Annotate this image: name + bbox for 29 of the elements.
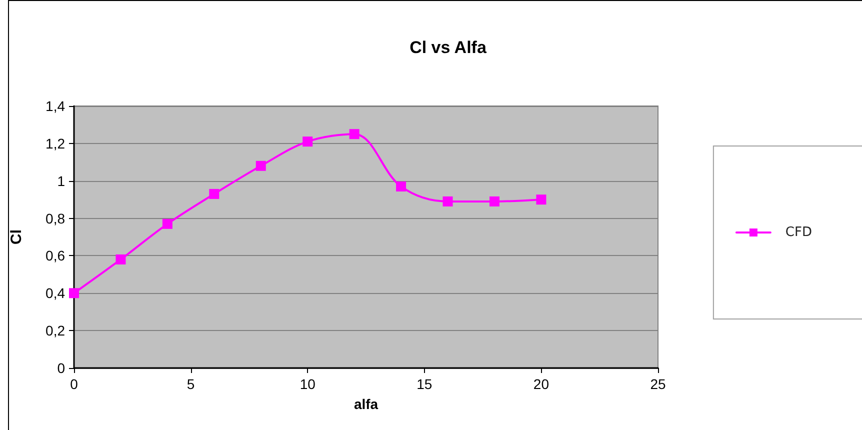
x-tick-label: 25	[650, 376, 666, 392]
point	[162, 218, 172, 229]
chart-title: Cl vs Alfa	[410, 38, 487, 57]
y-tick-label: 1	[57, 172, 66, 189]
point	[69, 288, 79, 298]
x-tick-label: 5	[186, 376, 195, 392]
x-tick-label: 10	[300, 376, 316, 392]
point	[209, 188, 220, 199]
x-tick-label: 20	[533, 376, 550, 392]
point	[396, 181, 406, 192]
point	[256, 160, 266, 171]
legend-label: CFD	[785, 225, 812, 240]
y-tick-label: 0,8	[46, 210, 66, 226]
x-axis-title: alfa	[354, 396, 378, 412]
point	[349, 129, 360, 140]
point	[116, 254, 126, 264]
point	[536, 194, 546, 205]
y-tick-label: 1,2	[46, 135, 66, 152]
y-tick-label: 0,2	[46, 322, 66, 339]
x-tick-label: 15	[416, 376, 432, 392]
y-tick-label: 0,6	[46, 248, 66, 264]
x-tick-label: 0	[70, 376, 78, 392]
point	[302, 136, 313, 147]
y-axis-title: Cl	[8, 230, 25, 244]
point	[489, 196, 500, 206]
y-tick-label: 1,4	[46, 98, 66, 114]
point	[442, 196, 453, 206]
y-tick-label: 0,4	[46, 285, 66, 302]
y-tick-label: 0	[57, 360, 66, 376]
